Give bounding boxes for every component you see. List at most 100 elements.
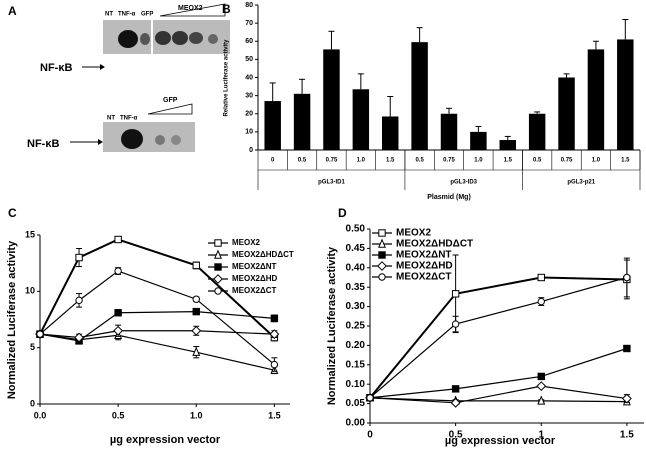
marker [114,235,122,244]
marker [192,295,200,303]
legend-label: MEOX2ΔHD [396,261,453,272]
marker [537,395,546,405]
bar [382,116,399,150]
marker [537,297,545,306]
bar [499,140,516,150]
legend-label: MEOX2 [396,228,431,239]
group-label: pGL3-ID3 [450,180,477,186]
legend-marker [214,239,222,247]
legend-marker [214,287,222,295]
y-tick-label: 0.45 [346,243,366,254]
y-tick-label: 0.10 [346,379,366,390]
series-line [39,311,275,342]
band [155,31,171,45]
marker [451,290,460,298]
marker [114,309,122,317]
series-line [369,276,628,399]
x-tick-label: 0.0 [34,410,47,420]
y-tick-label: 0.40 [346,262,366,273]
y-tick-label: 10 [245,129,253,136]
x-axis-label: Plasmid (Mg) [427,194,471,201]
y-tick-label: 70 [245,20,253,27]
series-line [369,347,628,399]
y-tick-label: 0.30 [346,301,366,312]
panel-letter: A [8,4,17,18]
gel-divider [151,20,153,54]
y-tick-label: 40 [245,74,253,81]
band [140,33,150,45]
y-tick-label: 15 [25,229,35,239]
y-tick-label: 5 [30,342,35,352]
series-line [39,333,275,371]
series-line [39,270,275,366]
band [189,32,203,44]
arrow-head [100,64,105,70]
lane-label: NT [105,12,113,18]
y-tick-label: 50 [245,56,253,63]
legend-label: MEOX2 [232,238,261,247]
x-tick-label: 0.5 [298,158,307,164]
marker [537,273,545,282]
x-tick-label: 0.5 [112,410,125,420]
marker [113,325,124,336]
marker [270,314,279,323]
marker [36,330,44,338]
bar [323,49,340,150]
marker [536,381,547,392]
y-tick-label: 0.20 [346,340,366,351]
panel-letter: C [8,206,17,220]
legend-marker [378,251,386,259]
x-tick-label: 1.5 [621,158,630,164]
x-tick-label: 1.5 [386,158,395,164]
x-tick-label: 0 [367,430,373,441]
marker [270,360,279,369]
legend-label: MEOX2ΔNT [232,262,277,271]
band [155,135,165,145]
legend-label: MEOX2ΔCT [396,272,452,283]
marker [537,372,545,381]
x-tick-label: 1.0 [357,158,366,164]
marker [74,332,84,343]
bar [617,39,634,150]
band-label: NF-κB [27,138,59,150]
y-axis-label: Normalized Luciferase activity [6,240,18,399]
x-tick-label: 0.5 [533,158,542,164]
legend-marker [378,229,386,237]
band [118,30,138,48]
x-axis-label: µg expression vector [110,434,221,446]
x-tick-label: 0.5 [449,430,463,441]
group-label: pGL3-ID1 [318,180,345,186]
marker [450,397,461,408]
marker [114,267,122,275]
bar [264,101,281,150]
band [208,34,218,44]
x-tick-label: 1.5 [268,410,281,420]
marker [192,261,200,270]
marker [269,329,280,340]
bar [411,42,428,150]
bar [352,89,370,150]
y-tick-label: 0.35 [346,282,366,293]
x-tick-label: 1 [538,430,544,441]
legend-label: MEOX2ΔHDΔCT [232,250,294,259]
lane-label: TNF-α [120,116,138,122]
arrow-head [98,139,103,145]
legend-marker [214,249,222,259]
y-tick-label: 60 [245,38,253,45]
y-tick-label: 0.00 [346,418,366,429]
y-tick-label: 0.50 [346,224,366,235]
y-tick-label: 10 [25,286,35,296]
legend-marker [377,261,387,271]
legend-label: MEOX2ΔHD [232,274,278,283]
marker [451,320,460,328]
y-tick-label: 0.15 [346,359,366,370]
bar [558,77,575,150]
group-label: pGL3-p21 [567,180,595,186]
bar [528,113,546,150]
lane-label: TNF-α [118,12,136,18]
band [171,135,181,145]
legend-marker [378,273,386,281]
y-tick-label: 0.25 [346,321,366,332]
x-tick-label: 0.75 [443,158,455,164]
